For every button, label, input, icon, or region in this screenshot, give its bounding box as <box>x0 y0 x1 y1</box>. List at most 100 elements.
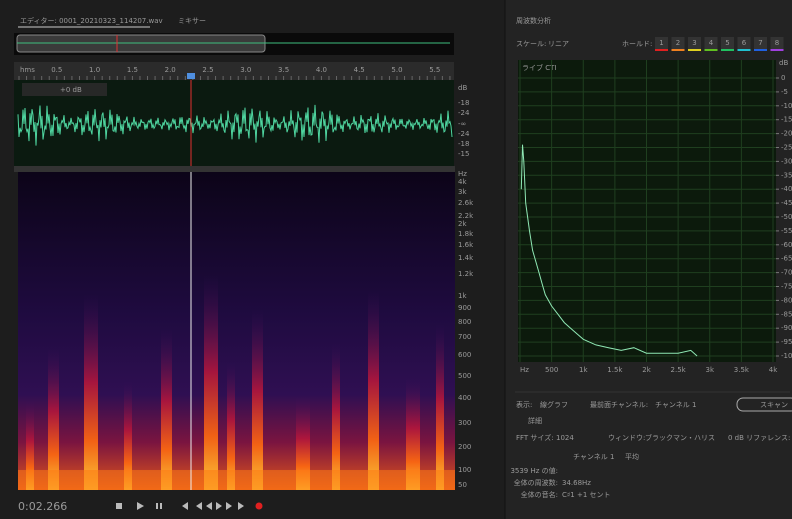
spectral-burst <box>368 290 379 490</box>
x-tick-label: 500 <box>545 366 558 374</box>
hz-label: 400 <box>458 394 471 402</box>
hold-color <box>672 49 685 51</box>
splitter <box>14 166 504 172</box>
info-value: C♯1 +1 セント <box>562 491 611 499</box>
info-label: 3539 Hz の値: <box>510 466 558 475</box>
hold-label: 6 <box>742 39 747 47</box>
ruler-label: 3.0 <box>240 66 251 74</box>
fft-label: FFT サイズ: <box>516 433 554 442</box>
ruler-label: hms <box>20 66 35 74</box>
hz-label: 500 <box>458 372 471 380</box>
hz-label: 3k <box>458 188 467 196</box>
mixer-tab[interactable]: ミキサー <box>178 17 206 25</box>
scale-value[interactable]: リニア <box>548 40 569 48</box>
hz-label: 100 <box>458 466 471 474</box>
hold-color <box>655 49 668 51</box>
hz-label: 700 <box>458 333 471 341</box>
reference: 0 dB リファレンス: 0 dB <box>728 434 792 442</box>
playhead-handle <box>187 73 195 79</box>
time-display: 0:02.266 <box>18 500 67 513</box>
x-tick-label: 1.5k <box>607 366 623 374</box>
y-tick-label: -60 <box>781 241 792 249</box>
spectral-burst <box>48 347 59 490</box>
hz-label: 1.4k <box>458 254 474 262</box>
spectral-burst <box>436 324 444 490</box>
spectral-burst <box>252 309 263 490</box>
column-header: チャンネル 1 <box>573 453 614 461</box>
ruler-label: 2.0 <box>165 66 176 74</box>
hold-color <box>721 49 734 51</box>
window-value[interactable]: ブラックマン・ハリス <box>645 433 715 442</box>
details[interactable]: 詳細 <box>528 416 542 425</box>
y-tick-label: -95 <box>781 338 792 346</box>
db-label: -∞ <box>458 120 466 128</box>
db-label: -18 <box>458 140 469 148</box>
ruler-label: 4.0 <box>316 66 327 74</box>
hz-label: Hz <box>458 170 467 178</box>
hz-label: 200 <box>458 443 471 451</box>
hold-label: 2 <box>676 39 680 47</box>
hz-label: 2.6k <box>458 199 474 207</box>
y-tick-label: -65 <box>781 255 792 263</box>
display-label: 表示: <box>516 400 532 409</box>
spectral-burst <box>204 275 218 490</box>
x-tick-label: 3.5k <box>734 366 750 374</box>
ruler-label: 4.5 <box>354 66 365 74</box>
hold-color <box>705 49 718 51</box>
x-tick-label: 4k <box>769 366 778 374</box>
scale-label: スケール: <box>516 40 546 48</box>
y-tick-label: -85 <box>781 310 792 318</box>
y-tick-label: -45 <box>781 199 792 207</box>
hold-label: 7 <box>758 39 762 47</box>
hold-color <box>738 49 751 51</box>
hz-label: 1.2k <box>458 270 474 278</box>
y-unit: dB <box>779 59 788 67</box>
y-tick-label: -80 <box>781 296 792 304</box>
info-value: 34.68Hz <box>562 479 591 487</box>
hz-label: 50 <box>458 481 467 489</box>
y-tick-label: -90 <box>781 324 792 332</box>
hz-label: 600 <box>458 351 471 359</box>
hz-label: 800 <box>458 318 471 326</box>
fft-value[interactable]: 1024 <box>556 434 574 442</box>
ruler <box>14 62 454 80</box>
y-tick-label: -5 <box>781 88 788 96</box>
db-label: -18 <box>458 99 469 107</box>
ruler-label: 2.5 <box>202 66 213 74</box>
scan-label[interactable]: スキャン <box>760 401 788 409</box>
spectral-burst <box>332 343 340 490</box>
hz-label: 1.8k <box>458 230 474 238</box>
app: エディター: 0001_20210323_114207.wav ミキサー +0 … <box>0 0 792 519</box>
hz-label: 2.2k <box>458 212 474 220</box>
y-tick-label: -70 <box>781 269 792 277</box>
y-tick-label: -75 <box>781 283 792 291</box>
column-header: 平均 <box>625 452 639 461</box>
hz-label: 1.6k <box>458 241 474 249</box>
hold-color <box>771 49 784 51</box>
front-label: 最前面チャンネル: <box>590 400 648 409</box>
hold-label: 4 <box>709 39 714 47</box>
hz-label: 900 <box>458 304 471 312</box>
info-label: 全体の周波数: <box>514 478 558 487</box>
y-tick-label: -35 <box>781 171 792 179</box>
hold-color <box>688 49 701 51</box>
spectral-burst <box>161 328 172 490</box>
ruler-label: 0.5 <box>51 66 62 74</box>
display-value[interactable]: 線グラフ <box>540 400 568 409</box>
y-tick-label: -40 <box>781 185 792 193</box>
front-value[interactable]: チャンネル 1 <box>655 401 696 409</box>
y-tick-label: -100 <box>781 352 792 360</box>
db-label: dB <box>458 84 467 92</box>
y-tick-label: -55 <box>781 227 792 235</box>
hz-label: 300 <box>458 419 471 427</box>
y-tick-label: -20 <box>781 130 792 138</box>
x-tick-label: 2.5k <box>671 366 687 374</box>
info-label: 全体の音名: <box>521 490 558 499</box>
y-tick-label: -30 <box>781 157 792 165</box>
db-label: -24 <box>458 130 470 138</box>
editor-tab[interactable]: エディター: 0001_20210323_114207.wav <box>20 16 163 25</box>
ruler-label: 1.5 <box>127 66 138 74</box>
gain[interactable]: +0 dB <box>60 86 82 94</box>
x-tick-label: Hz <box>520 366 529 374</box>
y-tick-label: -10 <box>781 102 792 110</box>
